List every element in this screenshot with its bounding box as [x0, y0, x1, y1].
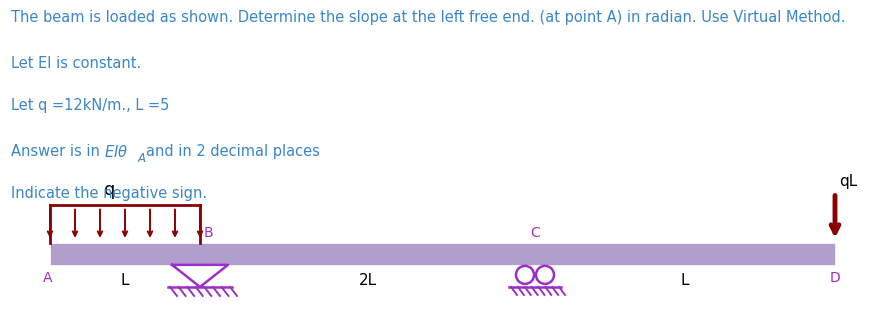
Text: Let EI is constant.: Let EI is constant. [11, 56, 141, 71]
Text: qL: qL [839, 174, 858, 189]
Text: C: C [530, 226, 540, 240]
Text: 2L: 2L [358, 273, 376, 288]
Text: The beam is loaded as shown. Determine the slope at the left free end. (at point: The beam is loaded as shown. Determine t… [11, 10, 845, 25]
Text: $\mathit{EI\theta}$: $\mathit{EI\theta}$ [104, 144, 128, 160]
Text: D: D [829, 271, 841, 285]
Bar [50, 243, 835, 265]
Text: $\mathit{A}$: $\mathit{A}$ [137, 152, 147, 165]
Text: B: B [204, 226, 213, 240]
Text: and in 2 decimal places: and in 2 decimal places [146, 144, 319, 159]
Text: Let q =12kN/m., L =5: Let q =12kN/m., L =5 [11, 98, 169, 113]
Text: L: L [681, 273, 689, 288]
Text: Indicate the negative sign.: Indicate the negative sign. [11, 186, 207, 201]
Text: A: A [43, 271, 53, 285]
Text: Answer is in: Answer is in [11, 144, 104, 159]
Text: L: L [120, 273, 129, 288]
Text: q: q [104, 181, 116, 199]
